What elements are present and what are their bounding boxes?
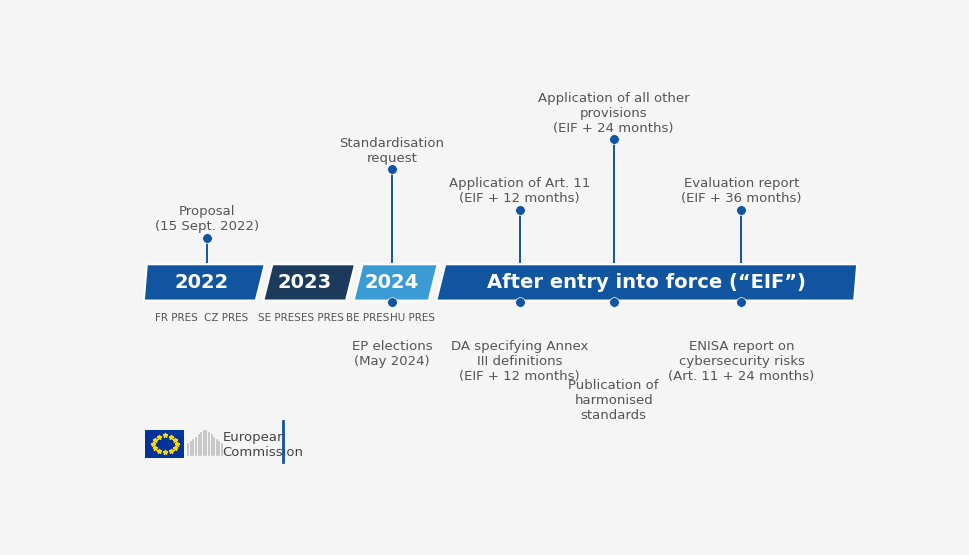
Text: SE PRES: SE PRES xyxy=(258,314,300,324)
Text: ENISA report on
cybersecurity risks
(Art. 11 + 24 months): ENISA report on cybersecurity risks (Art… xyxy=(668,340,814,383)
Text: FR PRES: FR PRES xyxy=(155,314,198,324)
Text: Proposal
(15 Sept. 2022): Proposal (15 Sept. 2022) xyxy=(155,205,259,233)
Text: Evaluation report
(EIF + 36 months): Evaluation report (EIF + 36 months) xyxy=(680,178,800,205)
Text: DA specifying Annex
III definitions
(EIF + 12 months): DA specifying Annex III definitions (EIF… xyxy=(451,340,588,383)
Text: 2024: 2024 xyxy=(363,273,418,292)
Polygon shape xyxy=(143,264,265,301)
Text: Application of all other
provisions
(EIF + 24 months): Application of all other provisions (EIF… xyxy=(537,92,689,135)
Text: Publication of
harmonised
standards: Publication of harmonised standards xyxy=(568,379,658,422)
Text: ES PRES: ES PRES xyxy=(301,314,344,324)
Text: HU PRES: HU PRES xyxy=(391,314,435,324)
Polygon shape xyxy=(263,264,355,301)
Text: 2022: 2022 xyxy=(174,273,229,292)
Text: Standardisation
request: Standardisation request xyxy=(339,137,444,165)
Bar xyxy=(145,430,184,458)
Text: After entry into force (“EIF”): After entry into force (“EIF”) xyxy=(486,273,805,292)
Text: European
Commission: European Commission xyxy=(223,431,303,459)
Text: CZ PRES: CZ PRES xyxy=(204,314,248,324)
Polygon shape xyxy=(436,264,857,301)
Text: EP elections
(May 2024): EP elections (May 2024) xyxy=(351,340,432,368)
Polygon shape xyxy=(353,264,437,301)
Text: Application of Art. 11
(EIF + 12 months): Application of Art. 11 (EIF + 12 months) xyxy=(449,178,590,205)
Text: BE PRES: BE PRES xyxy=(346,314,390,324)
Text: 2023: 2023 xyxy=(277,273,331,292)
